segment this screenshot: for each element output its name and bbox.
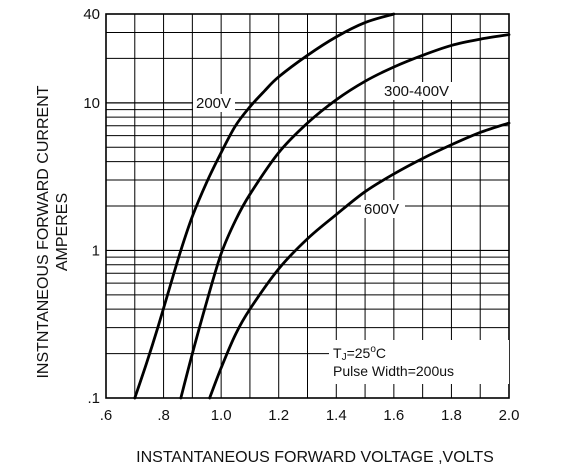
series-labels: 200V 300-400V 600V (193, 82, 473, 218)
x-tick-label: 1.4 (326, 407, 347, 424)
x-tick-label: 1.8 (441, 407, 462, 424)
y-axis-title-line1: INSTNTANEOUS FORWARD CURRENT (35, 85, 52, 378)
y-tick-label: 40 (83, 6, 100, 23)
x-tick-label: 1.6 (383, 407, 404, 424)
x-axis-title: INSTANTANEOUS FORWARD VOLTAGE ,VOLTS (136, 449, 494, 466)
series-label-background (361, 200, 405, 218)
y-tick-label: 1 (92, 242, 100, 259)
x-tick-label: .8 (157, 407, 170, 424)
y-tick-label: .1 (87, 390, 100, 407)
test-conditions-annotation: TJ=25oC Pulse Width=200us (329, 340, 509, 384)
series-label-background (381, 82, 473, 100)
x-tick-labels: .6 .8 1.0 1.2 1.4 1.6 1.8 2.0 (100, 407, 520, 424)
series-label: 200V (196, 95, 231, 112)
x-tick-label: 1.2 (268, 407, 289, 424)
series-label: 600V (364, 201, 399, 218)
series-line-600v (208, 121, 511, 400)
plot-frame (105, 13, 510, 399)
series-lines (133, 12, 511, 400)
annotation-temperature: TJ=25oC (333, 344, 386, 363)
y-tick-label: 10 (83, 95, 100, 112)
series-line-200v (133, 12, 396, 400)
y-tick-labels: .1 1 10 40 (83, 6, 100, 407)
series-label: 300-400V (384, 83, 449, 100)
x-tick-label: 1.0 (211, 407, 232, 424)
series-line-300-400v (179, 33, 511, 400)
y-axis-title-line2: AMPERES (54, 193, 71, 271)
x-tick-label: .6 (100, 407, 113, 424)
series-label-background (193, 94, 235, 112)
x-tick-label: 2.0 (499, 407, 520, 424)
annotation-pulse-width: Pulse Width=200us (333, 363, 454, 379)
plot-border (105, 13, 510, 399)
